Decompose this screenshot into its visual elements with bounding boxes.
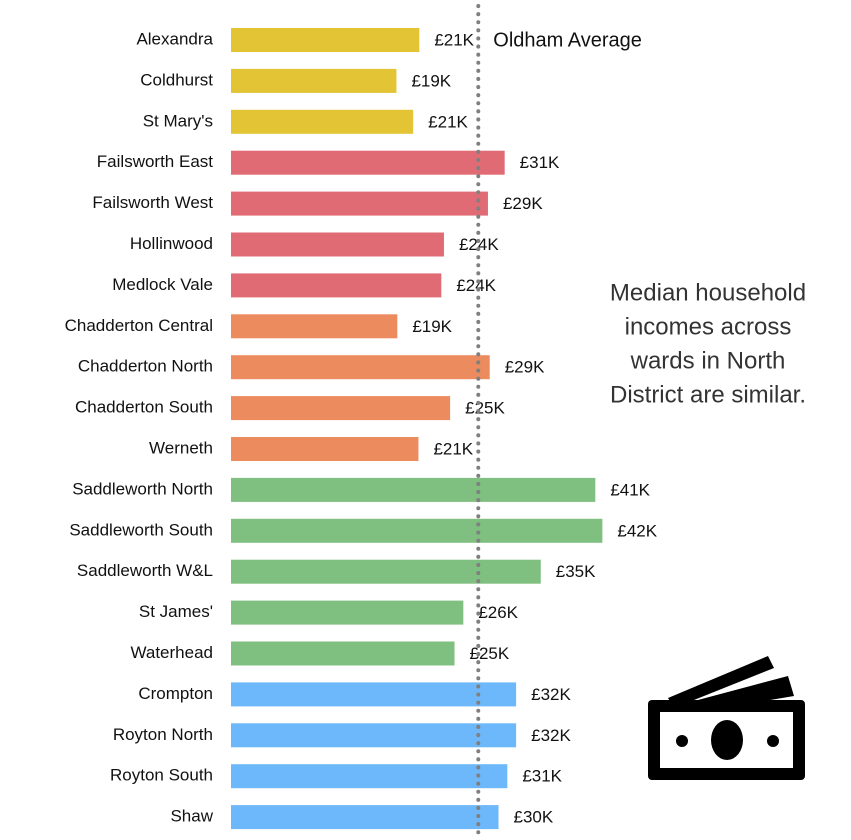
value-label: £31K bbox=[520, 153, 560, 172]
value-label: £29K bbox=[503, 194, 543, 213]
value-label: £25K bbox=[470, 644, 510, 663]
value-label: £32K bbox=[531, 726, 571, 745]
bar bbox=[231, 396, 451, 421]
category-label: Hollinwood bbox=[130, 234, 213, 253]
bar bbox=[231, 600, 464, 625]
bar bbox=[231, 477, 596, 502]
category-label: Saddleworth W&L bbox=[77, 561, 213, 580]
value-label: £32K bbox=[531, 685, 571, 704]
bar bbox=[231, 682, 517, 707]
bar bbox=[231, 764, 508, 789]
category-label: Failsworth West bbox=[92, 193, 213, 212]
category-label: Saddleworth North bbox=[72, 479, 213, 498]
bar bbox=[231, 28, 420, 52]
value-label: £21K bbox=[428, 112, 468, 131]
annotation: Median household bbox=[610, 279, 806, 306]
annotation: District are similar. bbox=[610, 381, 806, 408]
bar bbox=[231, 805, 499, 830]
bar bbox=[231, 518, 603, 543]
value-label: £25K bbox=[465, 399, 505, 418]
money-icon bbox=[648, 656, 805, 780]
bar bbox=[231, 559, 541, 584]
bar bbox=[231, 150, 505, 175]
category-label: Shaw bbox=[170, 807, 213, 826]
category-label: Failsworth East bbox=[97, 152, 213, 171]
category-label: Waterhead bbox=[130, 643, 213, 662]
value-label: £24K bbox=[459, 235, 499, 254]
value-label: £29K bbox=[505, 358, 545, 377]
value-label: £21K bbox=[433, 439, 473, 458]
value-label: £19K bbox=[411, 71, 451, 90]
average-label: Oldham Average bbox=[493, 29, 642, 51]
value-label: £21K bbox=[434, 30, 474, 49]
value-label: £19K bbox=[412, 317, 452, 336]
category-label: Werneth bbox=[149, 438, 213, 457]
bar bbox=[231, 314, 398, 339]
bar bbox=[231, 641, 455, 666]
annotation: wards in North bbox=[630, 347, 786, 374]
value-label: £26K bbox=[478, 603, 518, 622]
annotation: incomes across bbox=[625, 313, 792, 340]
value-label: £35K bbox=[556, 562, 596, 581]
bar bbox=[231, 723, 517, 748]
bar bbox=[231, 68, 397, 93]
bar bbox=[231, 273, 442, 298]
category-label: St James' bbox=[139, 602, 213, 621]
bar bbox=[231, 437, 419, 461]
bar bbox=[231, 191, 488, 216]
bar bbox=[231, 109, 414, 134]
category-label: Chadderton Central bbox=[65, 316, 213, 335]
value-label: £42K bbox=[617, 521, 657, 540]
category-label: Chadderton South bbox=[75, 398, 213, 417]
value-label: £30K bbox=[514, 808, 554, 827]
category-label: St Mary's bbox=[143, 111, 213, 130]
category-label: Alexandra bbox=[136, 29, 213, 48]
category-label: Coldhurst bbox=[140, 70, 213, 89]
category-label: Saddleworth South bbox=[69, 520, 213, 539]
category-label: Royton South bbox=[110, 766, 213, 785]
bar bbox=[231, 355, 490, 380]
category-label: Royton North bbox=[113, 725, 213, 744]
bar bbox=[231, 232, 444, 257]
value-label: £41K bbox=[610, 480, 650, 499]
value-label: £31K bbox=[522, 767, 562, 786]
category-label: Medlock Vale bbox=[112, 275, 213, 294]
category-label: Chadderton North bbox=[78, 357, 213, 376]
value-label: £24K bbox=[456, 276, 496, 295]
category-label: Crompton bbox=[138, 684, 213, 703]
